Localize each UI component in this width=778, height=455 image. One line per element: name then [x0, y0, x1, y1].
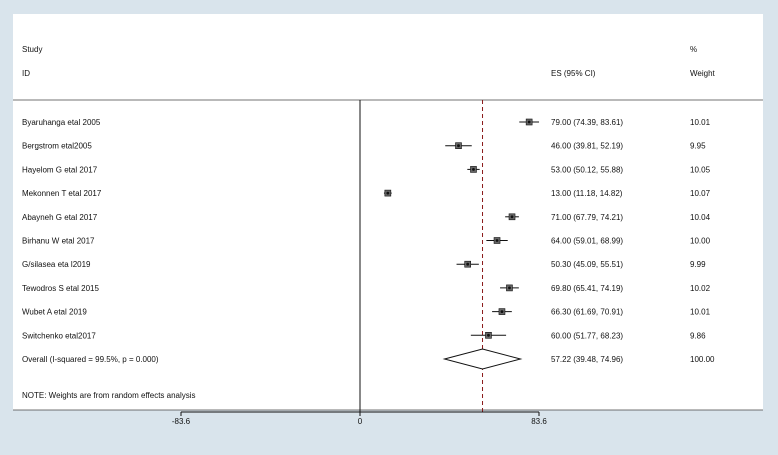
header-weight-percent: % — [690, 45, 697, 54]
x-tick-label: 0 — [358, 417, 363, 426]
weight-value: 9.99 — [690, 260, 706, 269]
point-estimate — [472, 168, 475, 171]
point-estimate — [386, 191, 390, 195]
overall-label: Overall (I-squared = 99.5%, p = 0.000) — [22, 355, 159, 364]
point-estimate — [457, 144, 460, 148]
study-label: Hayelom G etal 2017 — [22, 165, 98, 174]
x-tick-label: 83.6 — [531, 417, 547, 426]
es-ci-value: 50.30 (45.09, 55.51) — [551, 260, 623, 269]
point-estimate — [510, 215, 514, 219]
point-estimate — [495, 239, 499, 242]
study-label: Abayneh G etal 2017 — [22, 213, 98, 222]
overall-es-ci: 57.22 (39.48, 74.96) — [551, 355, 623, 364]
weight-value: 10.05 — [690, 165, 711, 174]
header-id: ID — [22, 69, 30, 78]
es-ci-value: 13.00 (11.18, 14.82) — [551, 189, 623, 198]
header-study: Study — [22, 45, 42, 54]
weight-value: 10.04 — [690, 213, 711, 222]
study-label: Birhanu W etal 2017 — [22, 237, 95, 246]
study-label: Mekonnen T etal 2017 — [22, 189, 102, 198]
point-estimate — [527, 120, 531, 124]
plot-panel — [13, 14, 763, 410]
study-label: Switchenko etal2017 — [22, 331, 96, 340]
es-ci-value: 53.00 (50.12, 55.88) — [551, 165, 623, 174]
weight-value: 9.86 — [690, 331, 706, 340]
point-estimate — [487, 333, 490, 337]
es-ci-value: 71.00 (67.79, 74.21) — [551, 213, 623, 222]
weight-value: 10.02 — [690, 284, 711, 293]
es-ci-value: 79.00 (74.39, 83.61) — [551, 118, 623, 127]
header-es: ES (95% CI) — [551, 69, 596, 78]
weight-value: 10.00 — [690, 237, 711, 246]
study-label: Tewodros S etal 2015 — [22, 284, 99, 293]
study-label: Byaruhanga etal 2005 — [22, 118, 101, 127]
es-ci-value: 66.30 (61.69, 70.91) — [551, 308, 623, 317]
note-text: NOTE: Weights are from random effects an… — [22, 391, 196, 400]
point-estimate — [508, 286, 511, 290]
point-estimate — [500, 310, 504, 313]
study-label: Bergstrom etal2005 — [22, 142, 92, 151]
x-tick-label: -83.6 — [172, 417, 191, 426]
point-estimate — [466, 262, 470, 266]
overall-diamond — [442, 348, 523, 370]
weight-value: 10.01 — [690, 308, 711, 317]
overall-weight: 100.00 — [690, 355, 715, 364]
es-ci-value: 69.80 (65.41, 74.19) — [551, 284, 623, 293]
es-ci-value: 64.00 (59.01, 68.99) — [551, 237, 623, 246]
weight-value: 10.01 — [690, 118, 711, 127]
study-label: G/silasea eta l2019 — [22, 260, 91, 269]
study-label: Wubet A etal 2019 — [22, 308, 87, 317]
header-weight: Weight — [690, 69, 716, 78]
weight-value: 9.95 — [690, 142, 706, 151]
weight-value: 10.07 — [690, 189, 711, 198]
es-ci-value: 60.00 (51.77, 68.23) — [551, 331, 623, 340]
es-ci-value: 46.00 (39.81, 52.19) — [551, 142, 623, 151]
